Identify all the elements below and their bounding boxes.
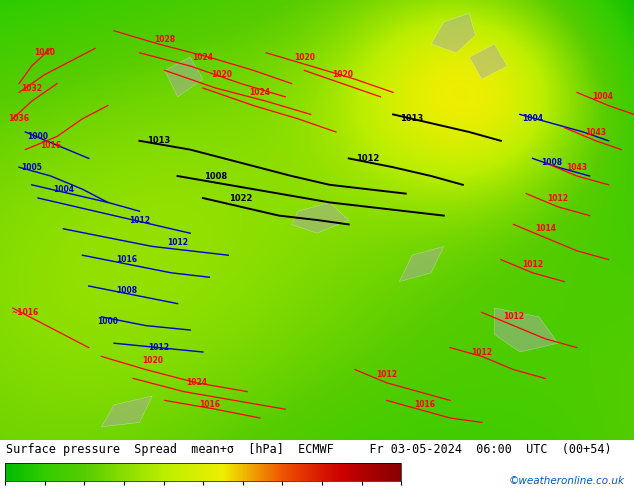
Text: 1004: 1004 (592, 92, 613, 101)
Text: 1008: 1008 (541, 158, 562, 167)
Text: 1012: 1012 (503, 312, 524, 321)
Text: ©weatheronline.co.uk: ©weatheronline.co.uk (508, 476, 624, 486)
Text: 1022: 1022 (230, 194, 252, 202)
Text: 1016: 1016 (40, 141, 61, 150)
Text: 1013: 1013 (147, 136, 170, 146)
Text: 1004: 1004 (522, 114, 543, 123)
Text: 1043: 1043 (566, 163, 588, 172)
Text: 1020: 1020 (332, 70, 353, 79)
Text: 1012: 1012 (148, 343, 169, 352)
Text: 1012: 1012 (547, 194, 569, 202)
Text: 1000: 1000 (97, 317, 119, 326)
Text: 1005: 1005 (22, 163, 42, 172)
Text: 1013: 1013 (401, 114, 424, 123)
Text: 1012: 1012 (167, 238, 188, 246)
Text: 1016: 1016 (116, 255, 138, 264)
Polygon shape (399, 246, 444, 282)
Text: 1012: 1012 (522, 260, 543, 269)
Text: 1016: 1016 (198, 400, 220, 409)
Polygon shape (101, 396, 152, 427)
Text: 1024: 1024 (249, 88, 271, 97)
Text: 1024: 1024 (186, 378, 207, 387)
Text: ~1016: ~1016 (12, 308, 39, 317)
Text: 1008: 1008 (116, 286, 138, 295)
Text: 1043: 1043 (585, 127, 607, 137)
Text: 1020: 1020 (211, 70, 233, 79)
Polygon shape (431, 13, 476, 53)
Polygon shape (469, 44, 507, 79)
Text: 1020: 1020 (294, 53, 315, 62)
Text: 1040: 1040 (34, 49, 55, 57)
Text: 1020: 1020 (141, 356, 163, 366)
Text: Surface pressure  Spread  mean+σ  [hPa]  ECMWF     Fr 03-05-2024  06:00  UTC  (0: Surface pressure Spread mean+σ [hPa] ECM… (6, 442, 612, 456)
Text: 1012: 1012 (129, 216, 150, 224)
Text: 1000: 1000 (27, 132, 49, 141)
Text: 1004: 1004 (53, 185, 74, 194)
Text: 1012: 1012 (376, 369, 398, 378)
Text: 1032: 1032 (21, 83, 42, 93)
Polygon shape (495, 308, 558, 352)
Text: 1028: 1028 (154, 35, 176, 44)
Text: 1012: 1012 (471, 347, 493, 357)
Text: 1036: 1036 (8, 114, 30, 123)
Text: 1012: 1012 (356, 154, 379, 163)
Text: 1024: 1024 (192, 53, 214, 62)
Polygon shape (165, 57, 203, 97)
Polygon shape (292, 202, 349, 233)
Text: 1008: 1008 (204, 172, 227, 180)
Text: 1016: 1016 (414, 400, 436, 409)
Text: 1014: 1014 (534, 224, 556, 233)
